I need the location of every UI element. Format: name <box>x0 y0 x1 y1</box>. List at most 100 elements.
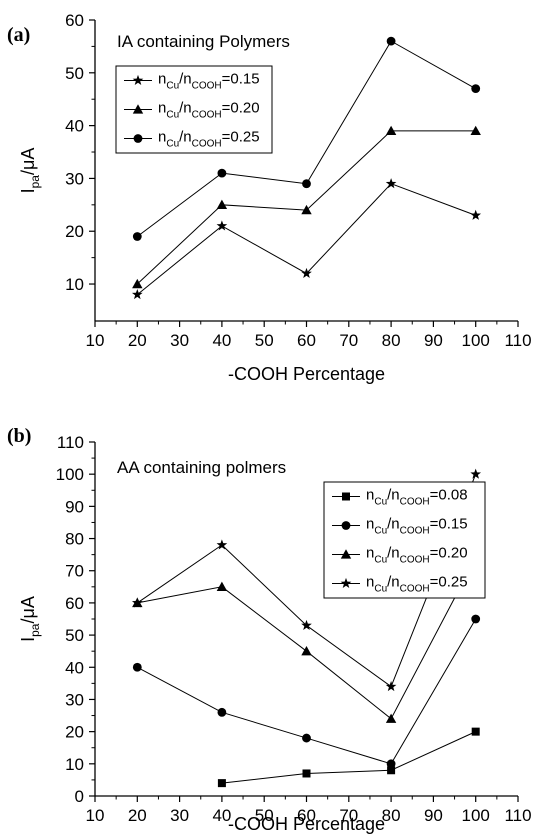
panel-label: (b) <box>7 425 31 447</box>
label-part: n <box>158 129 166 146</box>
x-tick-label: 80 <box>382 331 401 350</box>
data-point-circle <box>471 84 481 94</box>
data-point-circle <box>386 36 396 46</box>
label-part: /n <box>179 100 192 117</box>
x-tick-label: 70 <box>339 331 358 350</box>
y-tick-label: 50 <box>65 64 84 83</box>
label-part: COOH <box>192 139 222 150</box>
chart-panel-a: 10 20 30 40 50 60 70 80 90 100 110 10 20 30 40 50 60 (a) I… <box>7 11 532 384</box>
legend-marker-star <box>340 577 352 589</box>
legend-label: nCu/nCOOH=0.20 <box>366 545 468 566</box>
y-tick-label: 40 <box>65 117 84 136</box>
y-axis-title-sub: pa <box>28 623 42 637</box>
x-tick-label: 10 <box>86 806 105 825</box>
chart-annotation: IA containing Polymers <box>117 32 290 51</box>
label-part: /n <box>179 129 192 146</box>
legend-label: nCu/nCOOH=0.08 <box>366 487 468 508</box>
data-point-triangle <box>216 199 228 209</box>
y-axis-title-main: I <box>18 637 38 642</box>
data-point-star <box>131 597 143 608</box>
y-tick-label: 110 <box>57 433 84 452</box>
label-part: COOH <box>400 526 430 537</box>
x-tick-label: 50 <box>255 806 274 825</box>
data-point-circle <box>217 168 227 178</box>
x-tick-label: 20 <box>128 806 147 825</box>
x-tick-label: 30 <box>170 331 189 350</box>
label-part: n <box>366 545 374 562</box>
legend-marker-square <box>342 492 350 501</box>
data-point-triangle <box>301 204 312 215</box>
label-part: /n <box>387 487 400 504</box>
data-point-triangle <box>132 278 143 289</box>
label-part: =0.15 <box>430 516 468 533</box>
label-part: n <box>366 516 374 533</box>
label-part: =0.20 <box>222 100 260 117</box>
y-tick-label: 10 <box>65 755 84 774</box>
y-axis-title-unit: /μA <box>18 596 38 623</box>
data-point-circle <box>471 614 481 624</box>
x-tick-label: 20 <box>128 331 147 350</box>
y-axis-title-unit: /μA <box>18 148 38 175</box>
series-line <box>136 183 476 295</box>
legend-label: nCu/nCOOH=0.25 <box>366 574 468 595</box>
legend-label: nCu/nCOOH=0.20 <box>158 100 260 121</box>
data-point-square <box>471 727 480 736</box>
legend-marker-star <box>132 74 144 86</box>
y-tick-label: 0 <box>75 787 84 806</box>
y-tick-label: 60 <box>65 11 84 30</box>
data-point-triangle <box>470 125 481 136</box>
y-axis-title: Ipa/μA <box>18 596 42 642</box>
legend-marker-triangle <box>340 549 352 559</box>
data-point-star <box>301 619 312 630</box>
x-tick-label: 50 <box>255 331 274 350</box>
data-point-triangle <box>385 713 397 723</box>
label-part: =0.20 <box>430 545 468 562</box>
label-part: =0.25 <box>222 129 260 146</box>
data-point-star <box>385 178 397 189</box>
data-point-circle <box>217 707 227 717</box>
label-part: =0.08 <box>430 487 468 504</box>
y-tick-label: 40 <box>65 658 84 677</box>
label-part: Cu <box>374 555 387 566</box>
x-axis-title: -COOH Percentage <box>228 364 385 384</box>
chart-panel-b: 10 20 30 40 50 60 70 80 90 100 1100102030405060708… <box>7 425 532 834</box>
label-part: COOH <box>192 110 222 121</box>
x-tick-label: 90 <box>424 331 443 350</box>
panel-label: (a) <box>7 24 30 46</box>
label-part: Cu <box>374 584 387 595</box>
data-point-triangle <box>301 645 312 656</box>
label-part: n <box>366 487 374 504</box>
legend-marker-triangle <box>132 104 144 114</box>
data-point-star <box>216 539 228 550</box>
legend: nCu/nCOOH=0.15nCu/nCOOH=0.20nCu/nCOOH=0.… <box>115 65 273 154</box>
label-part: /n <box>387 574 400 591</box>
data-point-triangle <box>216 581 228 591</box>
label-part: Cu <box>166 139 179 150</box>
label-part: Cu <box>374 497 387 508</box>
data-point-circle <box>132 232 142 241</box>
y-tick-label: 20 <box>65 222 84 241</box>
data-point-circle <box>302 179 311 189</box>
y-tick-label: 90 <box>65 497 84 516</box>
x-tick-label: 60 <box>297 331 316 350</box>
label-part: COOH <box>192 81 222 92</box>
label-part: /n <box>387 545 400 562</box>
y-tick-label: 30 <box>65 690 84 709</box>
label-part: Cu <box>374 526 387 537</box>
data-point-circle <box>302 733 311 743</box>
data-point-square <box>217 779 226 788</box>
label-part: Cu <box>166 110 179 121</box>
x-tick-label: 110 <box>504 806 531 825</box>
label-part: n <box>158 71 166 88</box>
label-part: =0.25 <box>430 574 468 591</box>
label-part: n <box>158 100 166 117</box>
legend-marker-circle <box>341 521 351 530</box>
x-tick-label: 70 <box>339 806 358 825</box>
data-point-star <box>216 220 228 231</box>
y-axis-title-main: I <box>18 188 38 193</box>
legend-label: nCu/nCOOH=0.15 <box>158 71 260 92</box>
y-tick-label: 20 <box>65 723 84 742</box>
label-part: n <box>366 574 374 591</box>
x-tick-label: 100 <box>462 331 490 350</box>
x-tick-label: 40 <box>212 806 231 825</box>
